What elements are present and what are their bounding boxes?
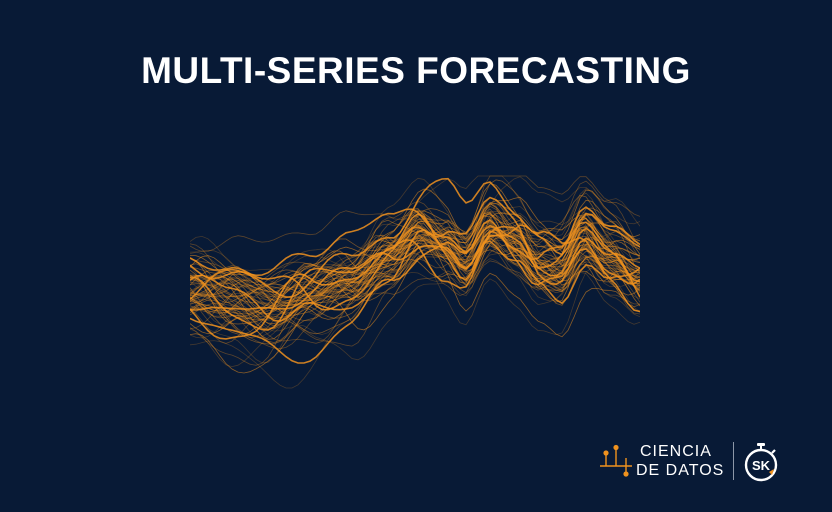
wave-line — [190, 258, 640, 339]
wave-line — [190, 214, 640, 339]
wave-line — [190, 177, 640, 293]
wave-line — [190, 213, 640, 344]
wave-line — [190, 203, 640, 310]
wave-line — [190, 221, 640, 311]
stopwatch-icon: SK — [744, 443, 778, 482]
wave-line — [190, 225, 640, 340]
wave-line — [190, 196, 640, 311]
wave-line — [190, 180, 640, 254]
wave-line — [190, 234, 640, 311]
wave-line — [190, 214, 640, 347]
brand-logo-text: SK — [752, 458, 771, 473]
wave-line — [190, 228, 640, 364]
wave-line — [190, 176, 640, 290]
wave-line — [190, 217, 640, 344]
wave-line — [190, 192, 640, 325]
wave-line — [190, 213, 640, 314]
wave-line — [190, 206, 640, 280]
brand-divider — [733, 442, 734, 480]
wave-line — [190, 213, 640, 345]
wave-line — [190, 219, 640, 364]
wave-line — [190, 223, 640, 335]
wave-line — [190, 239, 640, 361]
wave-line — [190, 229, 640, 323]
brand-line-2: DE DATOS — [636, 462, 725, 479]
wave-line — [190, 200, 640, 294]
wave-line — [190, 224, 640, 374]
wave-line — [190, 240, 640, 368]
wave-line — [190, 228, 640, 389]
brand-line-1: CIENCIA — [640, 443, 712, 460]
brand-name: CIENCIA DE DATOS — [636, 442, 724, 480]
waves-illustration — [190, 175, 640, 389]
wave-line — [190, 202, 640, 335]
wave-line — [190, 188, 640, 308]
wave-line — [190, 234, 640, 331]
wave-line — [190, 210, 640, 330]
page-title: MULTI-SERIES FORECASTING — [141, 50, 691, 91]
wave-line — [190, 196, 640, 315]
wave-line — [190, 211, 640, 298]
scatter-chart-icon — [600, 444, 632, 477]
wave-line — [190, 212, 640, 330]
wave-line — [190, 213, 640, 317]
wave-line — [190, 225, 640, 344]
wave-line — [190, 188, 640, 293]
brand-footer: CIENCIA DE DATOS SK — [598, 440, 788, 484]
wave-line — [190, 218, 640, 320]
wave-line — [190, 189, 640, 325]
wave-line — [190, 175, 640, 285]
wave-line — [190, 230, 640, 366]
wave-line — [190, 259, 640, 330]
